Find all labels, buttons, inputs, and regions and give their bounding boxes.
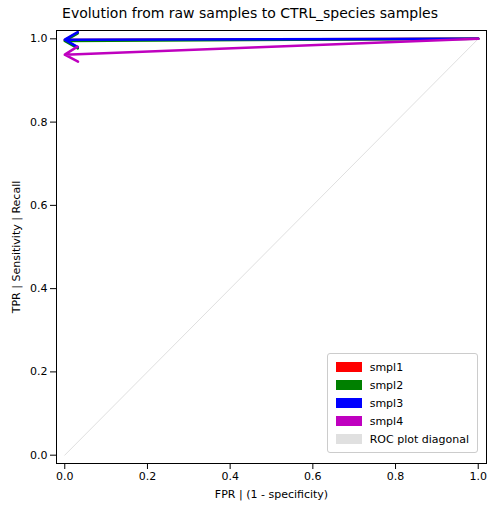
svg-text:FPR | (1 - specificity): FPR | (1 - specificity) [215, 488, 328, 501]
svg-text:TPR | Sensitivity | Recall: TPR | Sensitivity | Recall [10, 181, 23, 314]
svg-text:0.8: 0.8 [30, 116, 48, 129]
html-text:smpl1: smpl1 [369, 360, 404, 374]
svg-text:0.0: 0.0 [30, 449, 48, 462]
svg-text:0.4: 0.4 [30, 282, 48, 295]
svg-text:0.4: 0.4 [221, 470, 239, 483]
html-text:smpl2: smpl2 [369, 378, 404, 392]
html-text:Evolution from raw samples to: Evolution from raw samples to CTRL_speci… [62, 5, 438, 21]
svg-text:0.2: 0.2 [30, 365, 48, 378]
html-text:smpl4: smpl4 [369, 414, 404, 428]
svg-text:0.8: 0.8 [387, 470, 405, 483]
svg-text:1.0: 1.0 [469, 470, 487, 483]
svg-text:1.0: 1.0 [30, 32, 48, 45]
svg-text:0.2: 0.2 [139, 470, 157, 483]
html-text:smpl3: smpl3 [369, 396, 404, 410]
svg-text:0.6: 0.6 [304, 470, 322, 483]
html-text:ROC plot diagonal: ROC plot diagonal [369, 432, 469, 446]
svg-text:0.0: 0.0 [56, 470, 74, 483]
svg-text:0.6: 0.6 [30, 199, 48, 212]
